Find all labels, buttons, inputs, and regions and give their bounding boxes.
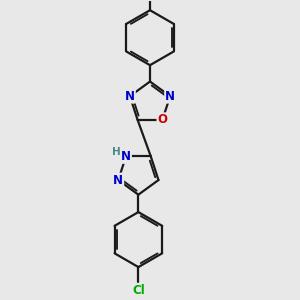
- Text: N: N: [125, 90, 135, 103]
- Text: H: H: [112, 147, 121, 157]
- Text: Cl: Cl: [132, 284, 145, 297]
- Text: N: N: [113, 174, 123, 187]
- Text: N: N: [165, 90, 175, 103]
- Text: N: N: [121, 150, 131, 163]
- Text: O: O: [158, 113, 167, 126]
